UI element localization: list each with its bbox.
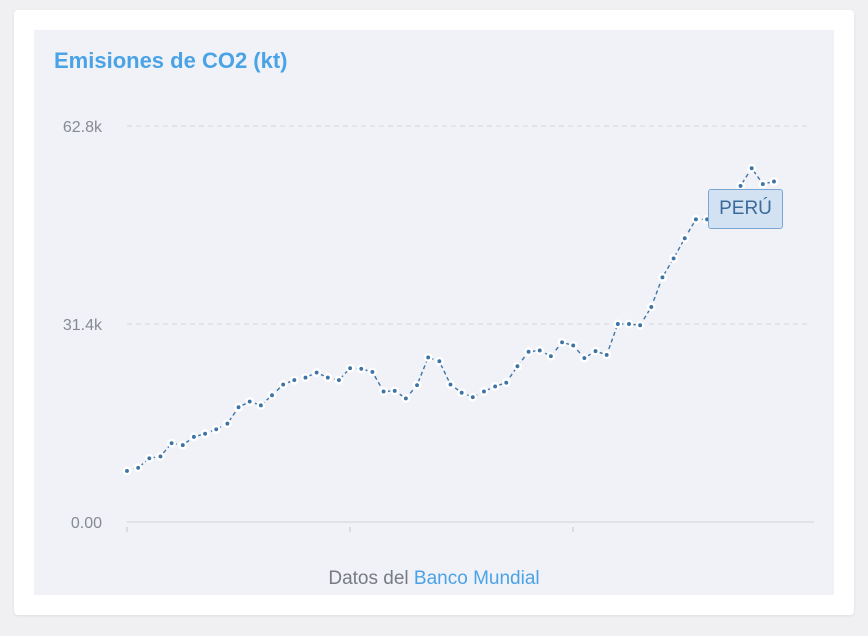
data-point xyxy=(401,393,411,403)
data-point xyxy=(501,378,511,388)
data-point xyxy=(167,438,177,448)
data-point xyxy=(412,380,422,390)
data-point xyxy=(691,214,701,224)
data-point xyxy=(769,177,779,186)
chart-title: Emisiones de CO2 (kt) xyxy=(54,48,288,73)
data-point xyxy=(490,381,500,391)
data-point xyxy=(312,368,322,378)
data-point xyxy=(345,363,355,373)
data-point xyxy=(479,387,489,396)
data-point xyxy=(602,350,612,360)
data-point xyxy=(278,380,288,389)
data-point xyxy=(512,361,522,371)
data-point xyxy=(356,364,366,374)
data-point xyxy=(446,380,455,389)
line-chart: 0.00 31.4k 62.8k xyxy=(63,119,814,532)
data-point xyxy=(256,400,266,410)
data-point xyxy=(546,351,556,361)
data-point xyxy=(189,432,199,442)
data-point xyxy=(211,424,221,434)
data-point xyxy=(747,163,757,173)
data-point xyxy=(178,440,188,450)
data-point xyxy=(557,337,567,347)
data-point xyxy=(468,392,478,402)
data-point xyxy=(457,388,467,398)
data-point xyxy=(591,346,600,356)
data-point xyxy=(323,373,333,383)
data-point xyxy=(367,367,377,377)
data-point xyxy=(423,352,433,362)
data-point xyxy=(434,356,444,366)
data-point xyxy=(379,387,389,396)
data-point xyxy=(289,375,299,385)
point-layer xyxy=(122,163,779,476)
data-point xyxy=(133,463,143,473)
y-tick-label: 31.4k xyxy=(63,317,103,334)
data-point xyxy=(635,320,645,330)
data-point xyxy=(156,451,165,461)
y-tick-label: 0.00 xyxy=(71,515,102,532)
source-prefix: Datos del xyxy=(328,568,409,589)
data-point xyxy=(680,233,690,243)
chart-card: Emisiones de CO2 (kt) 0.00 31.4k 62.8k PER… xyxy=(14,10,854,615)
series-label-peru: PERÚ xyxy=(708,189,783,229)
data-point xyxy=(234,402,244,412)
data-point xyxy=(390,386,400,396)
source-credit: Datos del Banco Mundial xyxy=(34,568,834,590)
data-point xyxy=(200,429,210,439)
source-link[interactable]: Banco Mundial xyxy=(413,568,540,589)
data-point xyxy=(524,347,534,357)
data-point xyxy=(267,390,277,400)
grid-layer xyxy=(127,125,807,325)
axis-layer: 0.00 31.4k 62.8k xyxy=(63,119,814,532)
data-point xyxy=(568,340,578,350)
data-point xyxy=(657,272,667,282)
data-point xyxy=(535,346,545,355)
data-point xyxy=(758,179,768,189)
chart-panel: Emisiones de CO2 (kt) 0.00 31.4k 62.8k PER… xyxy=(34,30,834,595)
data-point xyxy=(301,373,310,383)
data-point xyxy=(646,302,656,312)
data-point xyxy=(669,253,679,263)
data-point xyxy=(245,397,255,407)
data-point xyxy=(624,319,634,329)
data-point xyxy=(334,375,344,385)
data-point xyxy=(613,319,623,329)
y-tick-label: 62.8k xyxy=(63,119,103,136)
data-point xyxy=(579,353,589,363)
data-point xyxy=(122,466,132,476)
data-point xyxy=(222,419,232,429)
data-point xyxy=(144,453,154,463)
